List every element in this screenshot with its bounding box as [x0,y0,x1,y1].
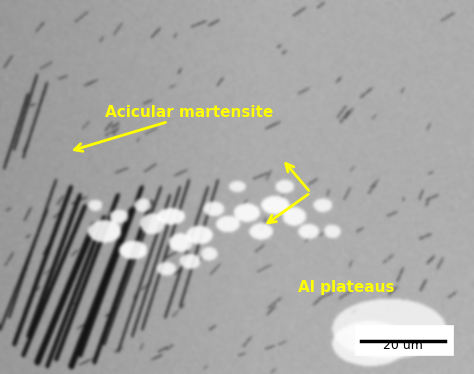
Text: Al plateaus: Al plateaus [298,280,394,295]
Text: Acicular martensite: Acicular martensite [106,105,273,120]
Bar [355,325,453,355]
Text: 20 um: 20 um [383,338,423,352]
